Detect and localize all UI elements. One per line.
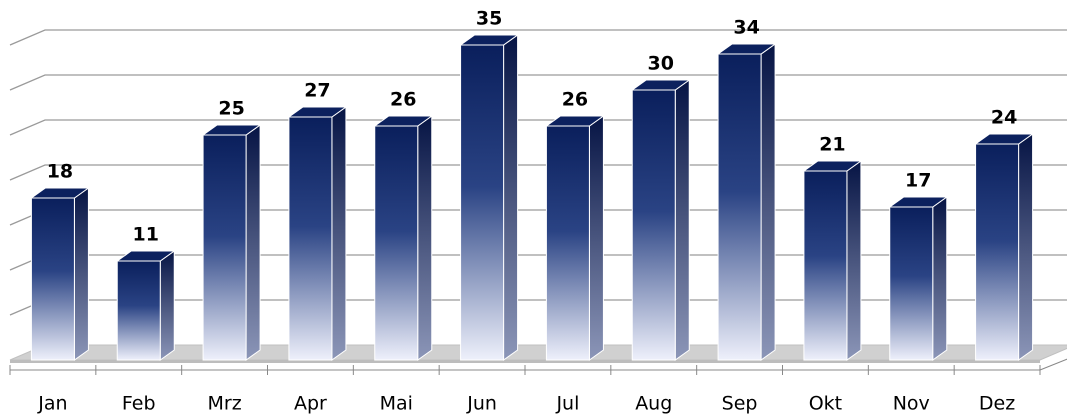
bar	[116, 260, 161, 361]
bar-side	[588, 115, 604, 361]
bar-side	[245, 124, 261, 361]
value-label: 21	[819, 134, 845, 156]
x-axis-slant	[1039, 358, 1067, 371]
value-label: 26	[562, 89, 588, 111]
bar	[717, 53, 762, 361]
x-tick-label: Mai	[380, 393, 413, 415]
value-label: 11	[133, 224, 159, 246]
x-tick-label: Apr	[294, 393, 327, 415]
value-label: 24	[991, 107, 1017, 129]
bar-side	[503, 34, 519, 361]
value-label: 25	[218, 98, 244, 120]
grid-line	[9, 74, 1067, 91]
x-tick-label: Feb	[122, 393, 156, 415]
x-tick-label: Nov	[893, 393, 930, 415]
floor-edge	[10, 360, 1040, 363]
bar	[374, 125, 419, 361]
bar-side	[1018, 133, 1034, 361]
bar	[460, 44, 505, 361]
x-tick-label: Sep	[722, 393, 758, 415]
bar-side	[760, 43, 776, 361]
value-label: 18	[47, 161, 73, 183]
x-tick-label: Dez	[979, 393, 1015, 415]
value-label: 35	[476, 8, 502, 30]
bar	[889, 206, 934, 361]
x-tick-label: Okt	[809, 393, 842, 415]
bar-side	[417, 115, 433, 361]
bar	[803, 170, 848, 361]
value-label: 34	[733, 17, 759, 39]
bar	[30, 197, 75, 361]
bar-side	[159, 250, 175, 361]
value-label: 27	[304, 80, 330, 102]
bar	[288, 116, 333, 361]
bar	[631, 89, 676, 361]
x-tick-label: Jul	[555, 393, 579, 415]
bar-side	[932, 196, 948, 361]
bar-side	[331, 106, 347, 361]
value-label: 30	[648, 53, 674, 75]
bar	[202, 134, 247, 361]
grid-line	[9, 119, 1067, 136]
bar-side	[73, 187, 89, 361]
bar-side	[846, 160, 862, 361]
bar-side	[674, 79, 690, 361]
value-label: 17	[905, 170, 931, 192]
bar	[975, 143, 1020, 361]
x-tick-label: Jun	[466, 393, 497, 415]
bar	[545, 125, 590, 361]
value-label: 26	[390, 89, 416, 111]
x-tick-label: Mrz	[207, 393, 241, 415]
x-tick-label: Jan	[37, 393, 67, 415]
grid-line	[9, 29, 1067, 46]
x-tick-label: Aug	[635, 393, 672, 415]
